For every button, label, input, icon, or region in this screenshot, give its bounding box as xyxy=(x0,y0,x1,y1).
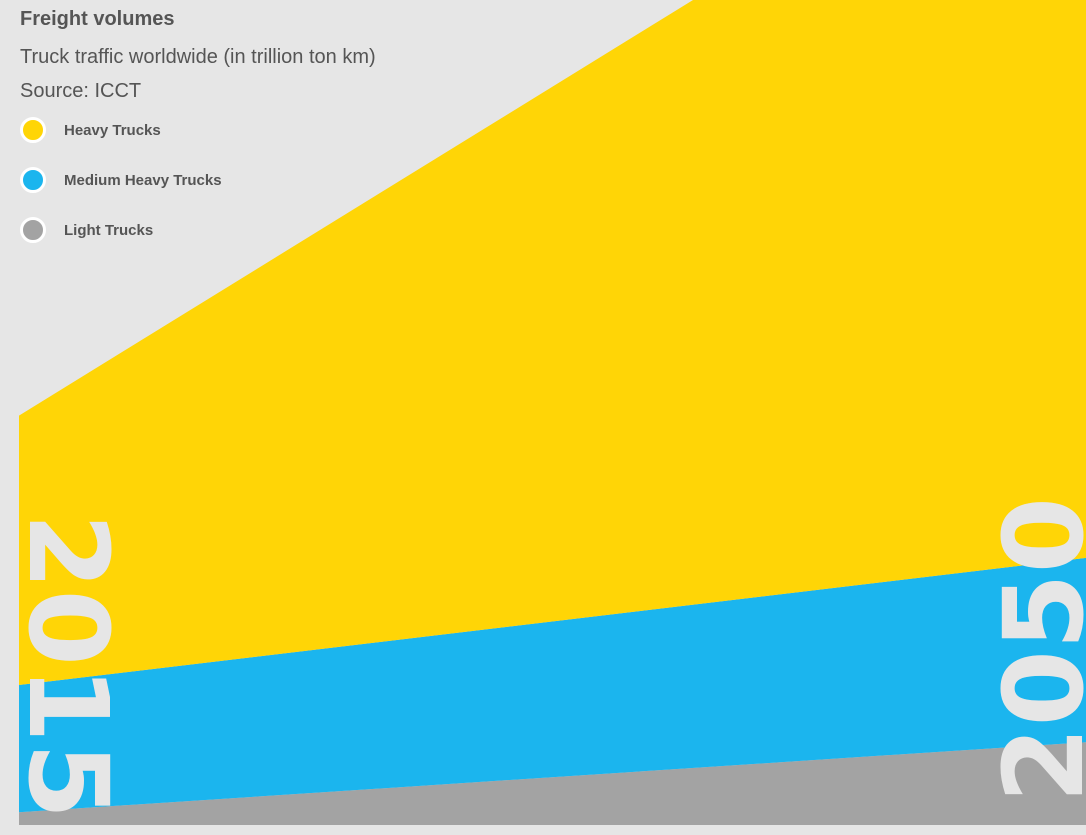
chart-source: Source: ICCT xyxy=(20,80,142,102)
legend-label-heavy: Heavy Trucks xyxy=(64,121,161,139)
legend-item-medium-heavy-trucks: Medium Heavy Trucks xyxy=(20,167,222,193)
legend-item-light-trucks: Light Trucks xyxy=(20,217,222,243)
area-heavy-trucks xyxy=(19,0,1086,685)
legend-label-light: Light Trucks xyxy=(64,221,154,239)
legend-swatch-heavy-icon xyxy=(20,117,46,143)
legend-label-medium: Medium Heavy Trucks xyxy=(64,171,222,189)
legend-item-heavy-trucks: Heavy Trucks xyxy=(20,117,222,143)
year-label-end: 2050 xyxy=(980,497,1086,803)
area-light-trucks xyxy=(19,742,1086,825)
area-medium-heavy-trucks xyxy=(19,557,1086,813)
chart-subtitle: Truck traffic worldwide (in trillion ton… xyxy=(20,46,376,68)
legend-swatch-light-icon xyxy=(20,217,46,243)
legend: Heavy Trucks Medium Heavy Trucks Light T… xyxy=(20,117,222,267)
year-label-start: 2015 xyxy=(4,513,132,819)
legend-swatch-medium-icon xyxy=(20,167,46,193)
chart-title: Freight volumes xyxy=(20,8,175,30)
